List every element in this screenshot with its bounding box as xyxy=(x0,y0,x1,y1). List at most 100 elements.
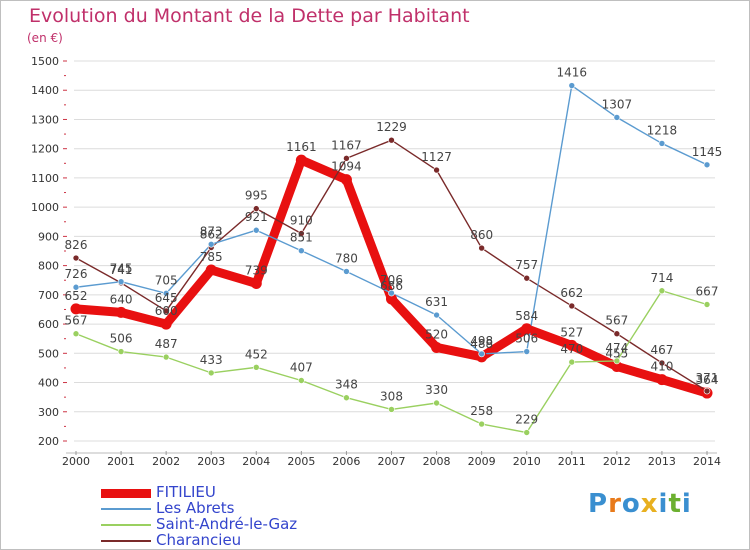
data-label: 705 xyxy=(155,273,178,287)
x-tick-label: 2004 xyxy=(242,455,270,468)
data-label: 662 xyxy=(560,286,583,300)
data-point xyxy=(162,307,170,315)
logo-letter: o xyxy=(621,489,641,519)
legend-swatch xyxy=(101,540,151,542)
logo-letter: P xyxy=(588,489,609,519)
data-point xyxy=(388,136,395,144)
data-label: 364 xyxy=(696,373,719,387)
data-point xyxy=(295,154,307,166)
data-label: 1167 xyxy=(331,138,362,152)
y-tick-label: 1200 xyxy=(31,143,59,156)
x-tick-label: 2000 xyxy=(62,455,90,468)
logo-letter: t xyxy=(668,489,682,519)
data-point xyxy=(568,302,576,310)
legend-label: FITILIEU xyxy=(156,483,216,501)
data-label: 1229 xyxy=(376,120,407,134)
legend-swatch xyxy=(101,488,151,498)
x-tick-label: 2011 xyxy=(558,455,586,468)
y-tick-label: 1000 xyxy=(31,201,59,214)
y-tick-label: 900 xyxy=(38,230,59,243)
data-label: 567 xyxy=(605,314,628,328)
x-tick-label: 2006 xyxy=(332,455,360,468)
data-label: 470 xyxy=(560,342,583,356)
data-point xyxy=(250,277,262,289)
data-point xyxy=(388,406,395,413)
data-point xyxy=(566,339,578,351)
data-label: 995 xyxy=(245,189,268,203)
data-point xyxy=(703,161,711,169)
data-label: 785 xyxy=(200,250,223,264)
data-point xyxy=(388,289,395,297)
data-point xyxy=(431,341,443,353)
chart-title: Evolution du Montant de la Dette par Hab… xyxy=(29,5,470,27)
data-point xyxy=(298,230,305,237)
data-point xyxy=(478,420,485,428)
data-point xyxy=(252,364,260,371)
data-label: 862 xyxy=(200,227,223,241)
data-label: 741 xyxy=(110,263,133,277)
legend-label: Charancieu xyxy=(156,531,242,549)
data-label: 910 xyxy=(290,213,313,227)
data-point xyxy=(613,330,621,338)
data-point xyxy=(207,369,215,377)
data-label: 520 xyxy=(425,327,448,341)
data-label: 739 xyxy=(245,263,268,277)
data-label: 1127 xyxy=(421,150,452,164)
data-point xyxy=(205,264,217,276)
data-label: 229 xyxy=(515,413,538,427)
data-point xyxy=(611,360,623,372)
legend-label: Les Abrets xyxy=(156,499,235,517)
data-label: 330 xyxy=(425,383,448,397)
data-point xyxy=(386,293,397,305)
data-point xyxy=(433,311,440,319)
data-point xyxy=(298,247,305,255)
data-point xyxy=(252,226,260,234)
data-label: 488 xyxy=(470,337,493,351)
data-point xyxy=(115,306,127,318)
y-tick-label: 800 xyxy=(38,260,59,273)
data-label: 851 xyxy=(290,231,313,245)
y-tick-label: 500 xyxy=(38,347,59,360)
data-label: 714 xyxy=(650,271,673,285)
data-point xyxy=(523,274,531,282)
legend-label: Saint-André-le-Gaz xyxy=(156,515,298,533)
data-label: 600 xyxy=(155,304,178,318)
data-point xyxy=(343,268,350,275)
y-tick-label: 1100 xyxy=(31,172,59,185)
data-label: 780 xyxy=(335,251,358,265)
data-label: 631 xyxy=(425,295,448,309)
data-point xyxy=(613,114,621,121)
data-point xyxy=(72,330,80,338)
x-tick-label: 2008 xyxy=(423,455,451,468)
data-point xyxy=(162,353,170,361)
data-label: 1218 xyxy=(647,123,678,137)
data-point xyxy=(162,290,170,297)
data-label: 407 xyxy=(290,360,313,374)
data-label: 474 xyxy=(605,341,628,355)
data-label: 527 xyxy=(560,325,583,339)
data-point xyxy=(343,394,350,402)
data-label: 1094 xyxy=(331,160,362,174)
data-point xyxy=(523,348,531,355)
x-tick-label: 2009 xyxy=(468,455,496,468)
data-point xyxy=(568,358,576,366)
data-label: 506 xyxy=(110,332,133,346)
data-label: 567 xyxy=(65,314,88,328)
x-tick-label: 2002 xyxy=(152,455,180,468)
logo-letter: x xyxy=(640,489,659,519)
data-point xyxy=(658,140,666,147)
data-label: 433 xyxy=(200,353,223,367)
y-tick-label: 300 xyxy=(38,406,59,419)
data-label: 452 xyxy=(245,347,268,361)
data-label: 1161 xyxy=(286,140,317,154)
data-label: 410 xyxy=(650,360,673,374)
data-label: 467 xyxy=(650,343,673,357)
data-label: 645 xyxy=(155,291,178,305)
x-tick-label: 2014 xyxy=(693,455,721,468)
data-label: 826 xyxy=(65,238,88,252)
data-point xyxy=(72,283,80,291)
data-point xyxy=(703,387,711,395)
data-point xyxy=(658,287,666,295)
data-point xyxy=(568,82,576,89)
